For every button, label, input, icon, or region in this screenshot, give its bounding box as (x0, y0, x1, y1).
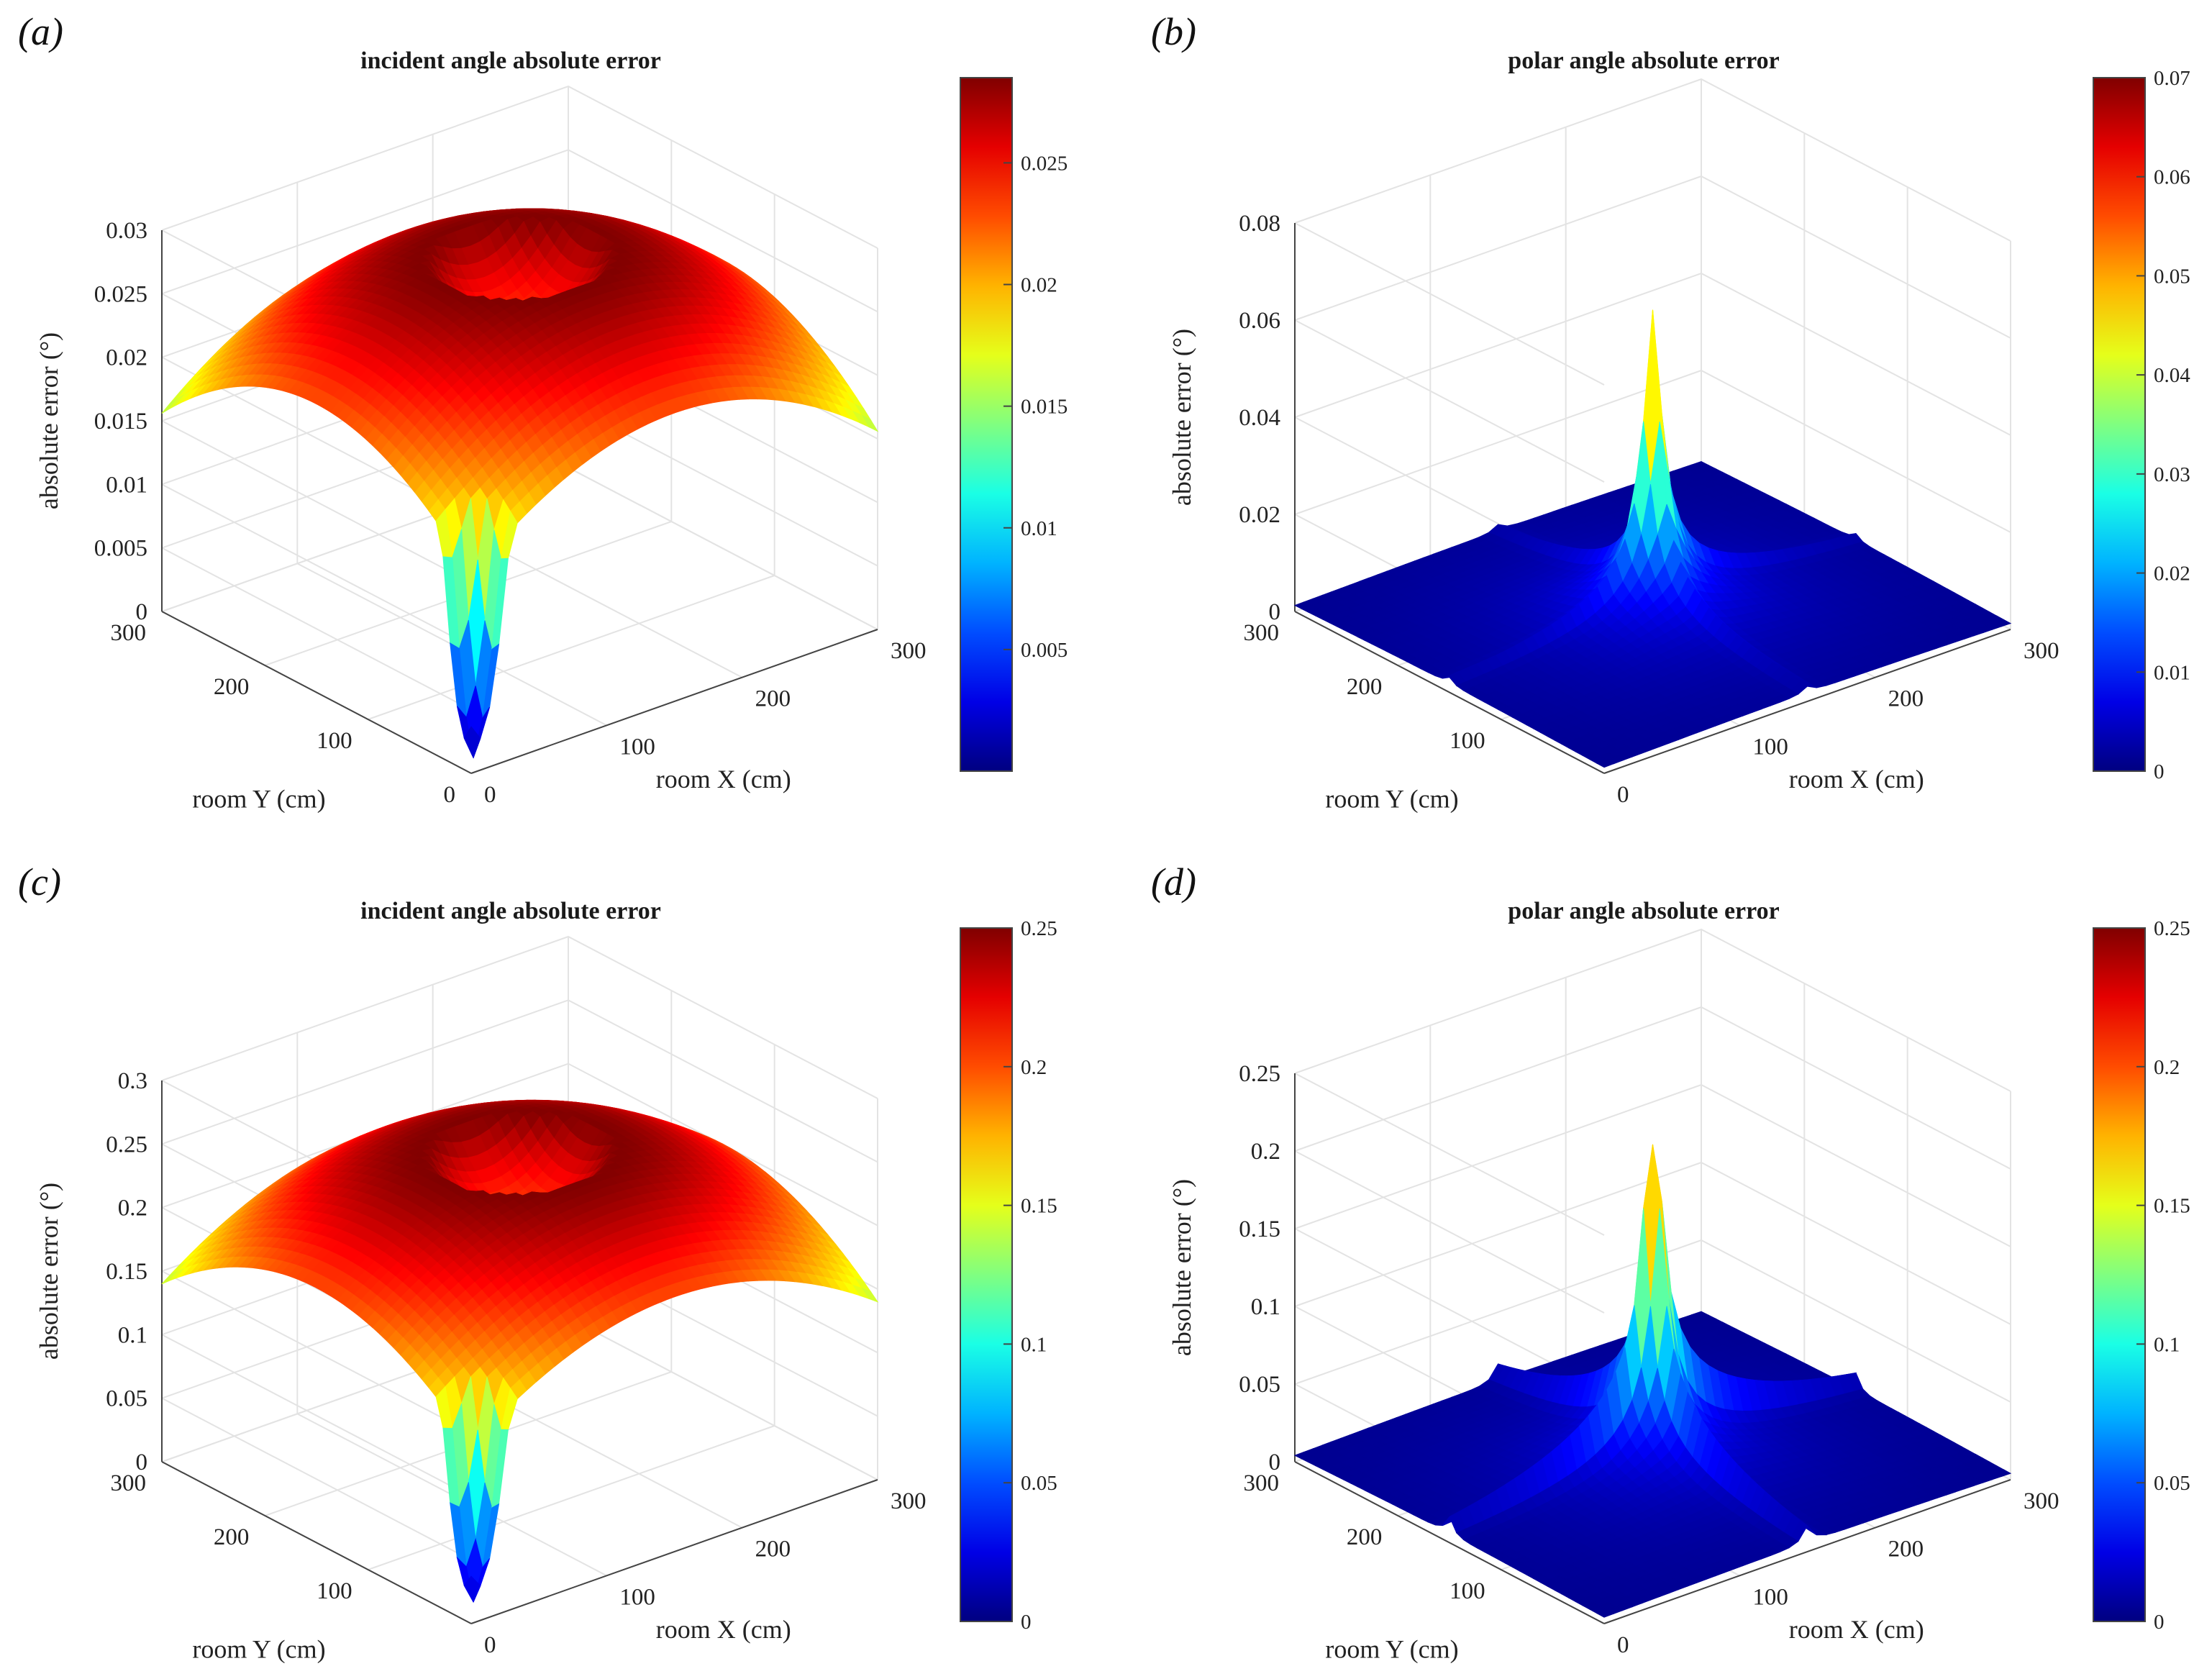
panel-title-c: incident angle absolute error (360, 898, 661, 924)
x-axis-line (470, 1479, 878, 1624)
z-tick-label: 0.005 (94, 536, 147, 562)
y-tick-label: 300 (1244, 620, 1280, 646)
x-tick-label: 100 (619, 734, 655, 760)
y-tick-label: 200 (214, 674, 250, 700)
grid-line-z-left (161, 1397, 472, 1561)
grid-line-z-left (161, 420, 472, 583)
colorbar-tick-label: 0.02 (2154, 563, 2190, 586)
x-tick-label: 200 (1888, 686, 1924, 712)
grid-floor-x (568, 1317, 878, 1480)
y-tick-label: 100 (1449, 728, 1485, 754)
x-tick-label: 300 (891, 638, 927, 664)
grid-floor-y (368, 575, 775, 720)
x-tick-label: 200 (755, 1537, 791, 1562)
surface-c (161, 1099, 879, 1603)
grid-floor-y (368, 1425, 775, 1570)
y-axis-line (161, 611, 472, 774)
grid-line-z-left (161, 483, 472, 647)
colorbar-b: 0 0.01 0.02 0.03 0.04 0.05 0.06 0.07 (2093, 67, 2190, 783)
axes-a: 00.0050.010.0150.020.0250.03010020030001… (94, 218, 927, 808)
z-tick-label: 0.15 (106, 1259, 147, 1285)
panel-label-b: (b) (1151, 10, 1196, 53)
colorbar-tick-label: 0.015 (1021, 396, 1068, 419)
grid-line-z (1294, 78, 2011, 242)
colorbar-tick-label: 0.005 (1021, 639, 1068, 662)
z-axis-label: absolute error (°) (35, 332, 63, 509)
x-tick-label: 0 (1617, 782, 1629, 808)
colorbar-tick-label: 0.02 (1021, 274, 1057, 297)
y-tick-label: 100 (317, 728, 352, 754)
x-axis-line (470, 629, 878, 774)
z-tick-label: 0.06 (1239, 308, 1280, 334)
z-tick-label: 0.03 (106, 218, 147, 244)
y-tick-label: 0 (444, 782, 456, 808)
colorbar-tick-label: 0.07 (2154, 67, 2190, 90)
panel-c: (c) incident angle absolute error 0 0.05 0.1… (18, 860, 1057, 1664)
panel-title-a: incident angle absolute error (360, 47, 661, 74)
z-tick-label: 0.04 (1239, 405, 1280, 431)
colorbar-tick-label: 0.01 (1021, 517, 1057, 540)
z-tick-label: 0.01 (106, 472, 147, 498)
y-axis-label: room Y (cm) (192, 785, 325, 814)
colorbar-tick-label: 0 (2154, 760, 2165, 783)
colorbar-a: 0.005 0.01 0.015 0.02 0.025 (960, 77, 1068, 772)
y-tick-label: 300 (111, 620, 147, 646)
colorbar-tick-label: 0.04 (2154, 364, 2190, 387)
x-tick-label: 300 (891, 1488, 927, 1514)
panel-b: (b) polar angle absolute error 0 0.02 0.04 0.… (1151, 10, 2190, 814)
x-tick-label: 100 (1752, 734, 1788, 760)
z-tick-label: 0.1 (118, 1322, 147, 1348)
x-tick-label: 300 (2024, 638, 2059, 664)
z-tick-label: 0.02 (106, 345, 147, 371)
z-tick-label: 0.025 (94, 281, 147, 307)
z-tick-label: 0 (136, 599, 148, 625)
z-tick-label: 0.02 (1239, 502, 1280, 528)
surface-a (161, 208, 879, 759)
y-axis-label: room Y (cm) (1325, 785, 1458, 814)
panel-label-c: (c) (18, 860, 61, 904)
y-tick-label: 200 (214, 1524, 250, 1550)
panel-label-a: (a) (18, 10, 63, 53)
grid-line-z-left (161, 547, 472, 711)
y-tick-label: 100 (317, 1578, 352, 1604)
colorbar-gradient (960, 77, 1013, 772)
x-axis-label: room X (cm) (656, 765, 791, 793)
colorbar-tick-label: 0.05 (2154, 265, 2190, 288)
colorbar-tick-label: 0.01 (2154, 661, 2190, 684)
z-tick-label: 0.2 (118, 1196, 147, 1221)
x-tick-label: 0 (484, 1632, 496, 1658)
panel-title-b: polar angle absolute error (1508, 47, 1779, 74)
x-axis-label: room X (cm) (1789, 765, 1924, 793)
colorbar-tick-label: 0.03 (2154, 463, 2190, 486)
z-tick-label: 0.3 (118, 1068, 147, 1094)
colorbar-tick-label: 0.025 (1021, 152, 1068, 175)
grid-floor-x (568, 467, 878, 630)
z-axis-label: absolute error (°) (1168, 329, 1196, 506)
z-tick-label: 0.25 (106, 1132, 147, 1157)
y-tick-label: 300 (111, 1470, 147, 1496)
z-tick-label: 0.08 (1239, 211, 1280, 237)
colorbar-tick-label: 0.06 (2154, 166, 2190, 189)
panel-a: (a)incident angle absolute error00.0050.… (18, 10, 1068, 814)
x-tick-label: 100 (619, 1584, 655, 1610)
z-tick-label: 0.015 (94, 409, 147, 434)
z-tick-label: 0.05 (106, 1386, 147, 1412)
colorbar-gradient (2093, 77, 2146, 772)
x-tick-label: 0 (484, 782, 496, 808)
y-tick-label: 200 (1347, 674, 1383, 700)
x-tick-label: 200 (755, 686, 791, 712)
